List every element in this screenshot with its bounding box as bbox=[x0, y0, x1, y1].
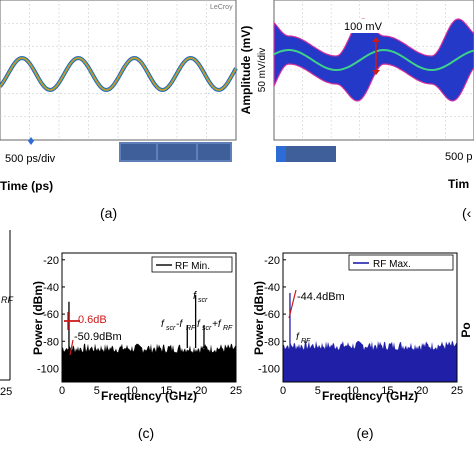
x-tick-label: 20 bbox=[195, 385, 207, 397]
y-axis-label: Power (dBm) bbox=[31, 281, 45, 355]
x-tick-label: 0 bbox=[280, 385, 286, 397]
y-tick-label: -40 bbox=[43, 282, 59, 294]
y-tick-label: -60 bbox=[43, 309, 59, 321]
plot-frame bbox=[61, 252, 237, 383]
f-rf-label: f bbox=[66, 348, 70, 359]
y-tick-label: -20 bbox=[43, 255, 59, 267]
arrow-head-up bbox=[372, 37, 380, 42]
legend-box bbox=[151, 256, 233, 273]
spectrum-trace bbox=[283, 292, 457, 382]
y-tick-label: -100 bbox=[258, 363, 280, 375]
amplitude-scale-label: 50 mV/div bbox=[257, 48, 268, 92]
scope-status-cell-b bbox=[276, 146, 336, 162]
axis-ticks: 0 5 10 15 20 25 -20 -40 -60 -80 -100 bbox=[37, 255, 242, 397]
x-tick-label: 10 bbox=[346, 385, 358, 397]
y-tick-label: -80 bbox=[43, 336, 59, 348]
y-axis-label: Power (dBm) bbox=[252, 281, 266, 355]
x-tick-label: 25 bbox=[451, 385, 463, 397]
cropped-panel-right: Po bbox=[459, 322, 473, 337]
sine-band bbox=[0, 57, 237, 91]
x-axis-label-b: Tim bbox=[448, 177, 469, 191]
legend-box bbox=[348, 254, 454, 271]
f-scr-subscript: scr bbox=[198, 297, 208, 304]
trigger-marker bbox=[28, 137, 34, 145]
cropped-tick-label: 25 bbox=[0, 386, 12, 398]
y-tick-label: -40 bbox=[264, 282, 280, 294]
axis-ticks: 0 5 10 15 20 25 -20 -40 -60 -80 -100 bbox=[258, 255, 463, 397]
sine-trace bbox=[0, 55, 238, 93]
x-tick-label: 5 bbox=[94, 385, 100, 397]
y-tick-label: -80 bbox=[264, 336, 280, 348]
f-rf-label: f bbox=[296, 332, 300, 343]
spectrum-chart-rf-max: Power (dBm) 0 5 10 15 20 25 -20 -40 -60 -80 -100 R… bbox=[252, 252, 463, 441]
x-axis-label: Frequency (GHz) bbox=[322, 389, 418, 403]
y-tick-label: -20 bbox=[264, 255, 280, 267]
f-plus-subscript: scr bbox=[202, 325, 212, 332]
scope-panel-b: Amplitude (mV) 50 mV/div 100 mV 500 p Ti… bbox=[239, 0, 474, 221]
scope-status-cell-b bbox=[276, 146, 286, 162]
x-tick-label: 20 bbox=[416, 385, 428, 397]
spectrum-chart-rf-min: Power (dBm) 0 5 10 15 20 25 -20 -40 -60 -80 -100 R… bbox=[31, 252, 242, 441]
f-minus-rf-subscript: RF bbox=[186, 325, 196, 332]
envelope-trace bbox=[273, 18, 474, 102]
f-plus-label: f bbox=[197, 319, 201, 330]
annotation-bg bbox=[340, 19, 392, 33]
scope-status-cell bbox=[121, 144, 156, 160]
x-axis-label-a: Time (ps) bbox=[0, 179, 53, 193]
f-plus-rf-subscript: RF bbox=[223, 325, 233, 332]
cropped-panel-left: 25 RF bbox=[0, 230, 13, 398]
envelope-fill bbox=[273, 18, 474, 102]
x-tick-label: 15 bbox=[381, 385, 393, 397]
plot-frame bbox=[282, 252, 458, 383]
amplitude-y-label: Amplitude (mV) bbox=[239, 26, 253, 115]
level-annotation: -50.9dBm bbox=[74, 331, 122, 343]
f-minus-label: f bbox=[161, 319, 165, 330]
y-tick-label: -100 bbox=[37, 363, 59, 375]
x-axis-label: Frequency (GHz) bbox=[101, 389, 197, 403]
noise-floor bbox=[283, 340, 457, 382]
y-tick-label: -60 bbox=[264, 309, 280, 321]
f-minus-operator: -f bbox=[176, 319, 183, 330]
scope-timebase-b: 500 p bbox=[445, 151, 473, 163]
x-tick-label: 25 bbox=[230, 385, 242, 397]
spectrum-trace bbox=[62, 295, 236, 382]
caption-e: (e) bbox=[356, 425, 373, 441]
f-scr-label: f bbox=[193, 290, 197, 302]
x-tick-label: 15 bbox=[160, 385, 172, 397]
noise-floor bbox=[62, 343, 236, 382]
f-rf-subscript: RF bbox=[301, 338, 311, 345]
amplitude-annotation: 100 mV bbox=[344, 21, 383, 33]
cropped-power-label: Po bbox=[459, 322, 473, 337]
caption-b: (‹ bbox=[462, 205, 472, 221]
x-tick-label: 10 bbox=[125, 385, 137, 397]
arrow-head-down bbox=[372, 70, 380, 75]
x-tick-label: 0 bbox=[59, 385, 65, 397]
envelope-center bbox=[273, 48, 474, 72]
level-pointer bbox=[69, 339, 74, 356]
delta-annotation: 0.6dB bbox=[78, 314, 107, 326]
scope-brand-label: LeCroy bbox=[210, 4, 233, 11]
scope-timebase-a: 500 ps/div bbox=[5, 153, 56, 165]
legend-entry: RF Min. bbox=[175, 261, 210, 272]
f-rf-subscript: RF bbox=[71, 354, 81, 361]
f-minus-subscript: scr bbox=[166, 325, 176, 332]
x-tick-label: 5 bbox=[315, 385, 321, 397]
legend-entry: RF Max. bbox=[373, 259, 411, 270]
scope-status-cell bbox=[198, 144, 230, 160]
scope-status-cell bbox=[158, 144, 196, 160]
f-plus-operator: +f bbox=[212, 319, 222, 330]
caption-a: (a) bbox=[100, 205, 117, 221]
cropped-partial-label: RF bbox=[1, 295, 13, 305]
scope-panel-a: LeCroy 500 ps/div Time (ps) (a) bbox=[0, 0, 238, 221]
level-annotation: -44.4dBm bbox=[297, 291, 345, 303]
caption-c: (c) bbox=[138, 425, 154, 441]
level-pointer bbox=[288, 289, 297, 319]
